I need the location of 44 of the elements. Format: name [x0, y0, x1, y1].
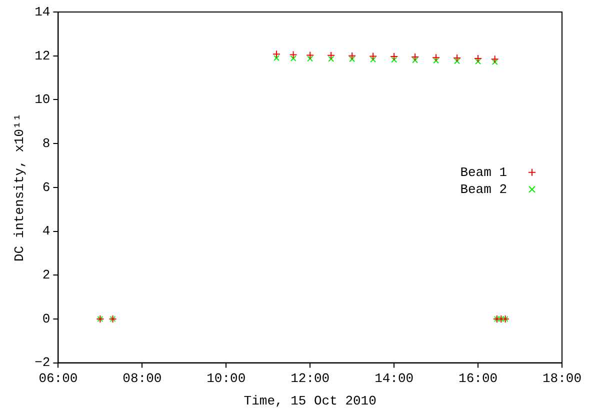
legend-label: Beam 2 [460, 182, 507, 197]
point [307, 56, 314, 62]
point [412, 57, 418, 64]
y-tick-label: 0 [42, 311, 50, 326]
legend-label: Beam 1 [460, 164, 508, 180]
x-tick-label: 06:00 [38, 371, 78, 386]
point [328, 56, 334, 62]
point [411, 52, 420, 61]
point [490, 55, 499, 64]
point [475, 58, 482, 65]
y-tick-label: 12 [34, 48, 50, 64]
y-tick-label: 8 [42, 136, 50, 151]
point [433, 58, 440, 64]
point [453, 54, 462, 62]
x-tick-label: 08:00 [122, 371, 162, 386]
y-tick-label: 14 [34, 4, 50, 20]
point [290, 56, 296, 62]
y-tick-label: 10 [34, 92, 50, 108]
point [289, 50, 298, 59]
point [390, 52, 398, 61]
point [432, 54, 440, 62]
point [474, 54, 482, 62]
point [391, 56, 398, 63]
x-tick-label: 14:00 [374, 371, 414, 386]
point [306, 51, 314, 60]
x-tick-label: 18:00 [542, 371, 582, 386]
point [327, 51, 336, 60]
point [349, 56, 356, 62]
x-tick-label: 16:00 [458, 371, 498, 386]
x-tick-label: 10:00 [206, 371, 246, 386]
y-axis-title: DC intensity, x10¹¹ [12, 113, 28, 262]
point [369, 52, 378, 60]
point [272, 50, 281, 58]
y-tick-label: 6 [42, 180, 50, 195]
y-tick-label: 4 [42, 224, 50, 239]
x-axis-title: Time, 15 Oct 2010 [244, 394, 376, 409]
point [492, 59, 498, 65]
x-tick-label: 12:00 [290, 371, 330, 386]
point [454, 58, 460, 64]
y-tick-label: −2 [34, 355, 50, 370]
y-tick-label: 2 [42, 268, 50, 283]
point [274, 55, 280, 62]
point [370, 56, 376, 63]
point [348, 52, 356, 60]
